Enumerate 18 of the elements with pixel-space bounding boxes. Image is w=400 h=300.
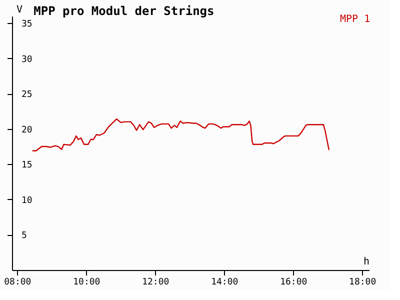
- y-tick-label: 25: [22, 90, 32, 100]
- y-tick-label: 20: [22, 125, 32, 136]
- text: MPP 1: [340, 14, 370, 25]
- chart-title: MPP pro Modul der Strings: [34, 4, 214, 18]
- y-axis-title: V: [16, 4, 23, 16]
- y-tick-label: 15: [22, 160, 32, 171]
- x-tick-label: 16:00: [280, 278, 308, 288]
- x-tick-label: 08:00: [4, 278, 32, 288]
- x-tick-label: 10:00: [73, 278, 100, 288]
- x-tick-label: 14:00: [211, 278, 238, 288]
- x-axis-title: h: [363, 256, 370, 268]
- y-tick-label: 5: [22, 231, 27, 242]
- x-tick-label: 12:00: [142, 278, 170, 288]
- y-tick-label: 35: [22, 20, 32, 30]
- y-tick-label: 10: [22, 196, 32, 206]
- x-tick-label: 18:00: [349, 278, 376, 288]
- y-tick-label: 30: [22, 54, 32, 65]
- line-series: [32, 118, 330, 152]
